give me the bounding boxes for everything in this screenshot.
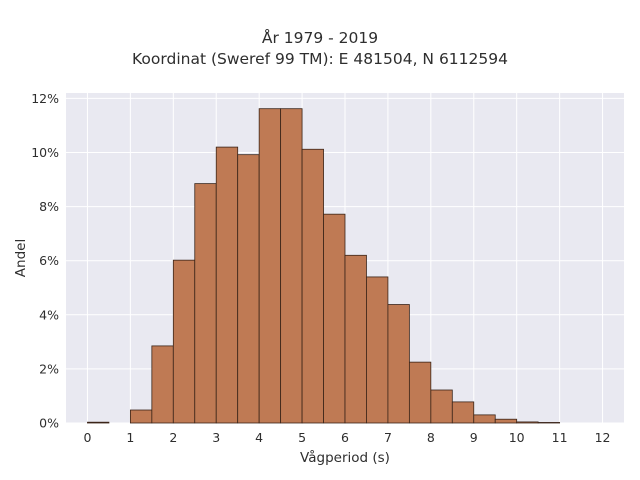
- x-tick-label: 2: [169, 430, 177, 445]
- y-tick-label: 10%: [31, 145, 59, 160]
- x-tick-label: 7: [384, 430, 392, 445]
- histogram-bar: [129, 409, 153, 424]
- x-tick-label: 1: [126, 430, 134, 445]
- histogram-bar: [473, 414, 496, 424]
- y-tick-label: 2%: [39, 361, 59, 376]
- histogram-bar: [237, 154, 260, 424]
- x-tick-label: 5: [298, 430, 306, 445]
- x-tick-label: 6: [341, 430, 349, 445]
- histogram-bar: [408, 361, 432, 424]
- y-tick-label: 4%: [39, 307, 59, 322]
- x-axis-label: Vågperiod (s): [300, 449, 390, 466]
- y-tick-label: 6%: [39, 253, 59, 268]
- histogram-bar: [301, 148, 324, 424]
- y-axis-ticks: 0% 2% 4% 6% 8% 10% 12%: [31, 91, 59, 431]
- histogram-bar: [344, 254, 367, 424]
- histogram-bar: [258, 108, 282, 424]
- x-tick-label: 8: [427, 430, 435, 445]
- x-tick-label: 10: [509, 430, 525, 445]
- histogram-bar: [87, 421, 110, 424]
- y-axis-label: Andel: [13, 239, 29, 277]
- histogram-bar: [215, 146, 239, 424]
- histogram-bar: [323, 213, 346, 424]
- histogram-bar: [366, 276, 389, 424]
- x-tick-label: 9: [470, 430, 478, 445]
- histogram-bar: [537, 422, 561, 424]
- x-axis-ticks: 0 1 2 3 4 5 6 7 8 9 10 11 12: [83, 430, 610, 445]
- histogram-bar: [280, 108, 303, 424]
- x-tick-label: 3: [212, 430, 220, 445]
- x-tick-label: 12: [595, 430, 611, 445]
- y-tick-label: 8%: [39, 199, 59, 214]
- y-tick-label: 12%: [31, 91, 59, 106]
- histogram-bar: [451, 401, 475, 424]
- histogram-bar: [494, 418, 518, 424]
- histogram-bar: [194, 183, 217, 424]
- y-tick-label: 0%: [39, 416, 59, 431]
- x-tick-label: 4: [255, 430, 263, 445]
- histogram-bar: [151, 345, 174, 424]
- histogram-bar: [387, 304, 410, 424]
- chart-title: År 1979 - 2019: [261, 29, 379, 47]
- x-tick-label: 11: [552, 430, 568, 445]
- chart-subtitle: Koordinat (Sweref 99 TM): E 481504, N 61…: [132, 50, 508, 68]
- histogram-bar: [430, 389, 453, 424]
- bars: [87, 108, 561, 424]
- histogram-bar: [516, 421, 539, 424]
- x-tick-label: 0: [83, 430, 91, 445]
- histogram-bar: [172, 259, 196, 424]
